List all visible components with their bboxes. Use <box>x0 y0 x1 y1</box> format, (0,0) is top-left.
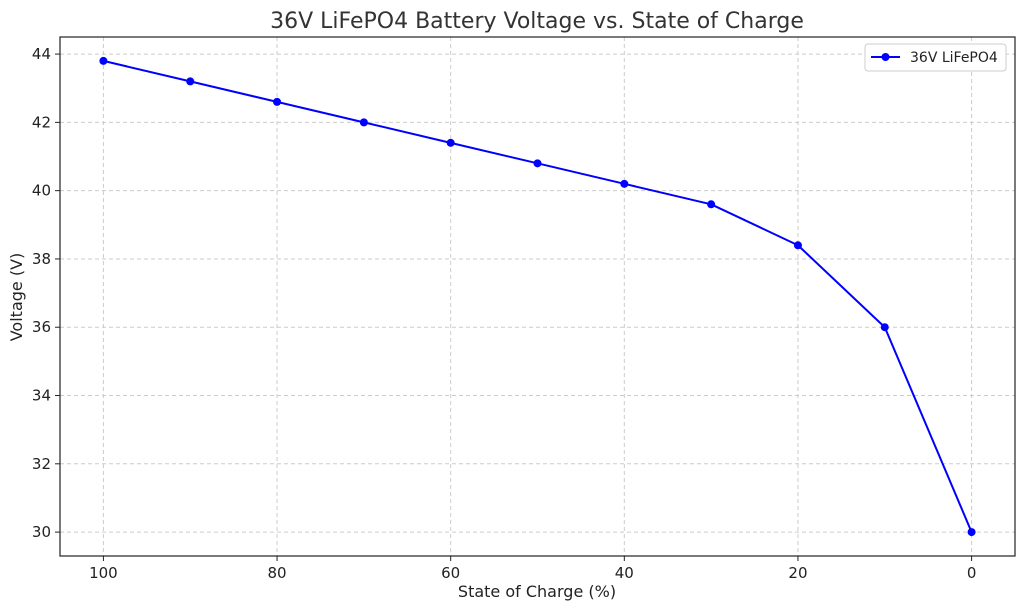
y-tick-label: 40 <box>32 182 51 200</box>
x-tick-label: 40 <box>615 564 634 582</box>
x-tick-label: 100 <box>89 564 118 582</box>
legend-box <box>864 43 1007 72</box>
plot-frame <box>59 36 1016 557</box>
data-point <box>273 97 282 106</box>
chart-title: 36V LiFePO4 Battery Voltage vs. State of… <box>270 9 804 34</box>
y-tick-label: 30 <box>32 523 51 541</box>
legend-label: 36V LiFePO4 <box>910 50 998 66</box>
data-point <box>880 323 889 332</box>
x-axis-label: State of Charge (%) <box>458 582 616 601</box>
y-tick-label: 42 <box>32 113 51 131</box>
y-tick-label: 32 <box>32 455 51 473</box>
y-tick-label: 38 <box>32 250 51 268</box>
data-point <box>533 159 542 168</box>
data-point <box>186 77 195 86</box>
x-tick-label: 0 <box>967 564 977 582</box>
legend-marker-swatch <box>881 53 890 61</box>
series-line <box>103 59 973 533</box>
data-point <box>359 118 368 127</box>
data-point <box>793 241 802 250</box>
grid-lines <box>60 37 1015 556</box>
x-tick-label: 20 <box>788 564 807 582</box>
x-tick-label: 80 <box>267 564 286 582</box>
y-axis-label: Voltage (V) <box>7 253 26 342</box>
y-tick-label: 36 <box>32 318 51 336</box>
y-tick-label: 44 <box>32 45 51 63</box>
y-axis-ticks: 30 32 34 36 38 40 42 44 <box>32 45 60 541</box>
y-tick-label: 34 <box>32 387 51 405</box>
x-axis-ticks: 100 80 60 40 20 0 <box>89 556 976 582</box>
data-point <box>99 56 108 65</box>
data-point <box>446 138 455 147</box>
x-tick-label: 60 <box>441 564 460 582</box>
data-point <box>967 528 976 537</box>
series-layer <box>99 56 976 537</box>
data-point <box>620 179 629 188</box>
legend: 36V LiFePO4 <box>864 43 1007 72</box>
data-point <box>707 200 716 209</box>
